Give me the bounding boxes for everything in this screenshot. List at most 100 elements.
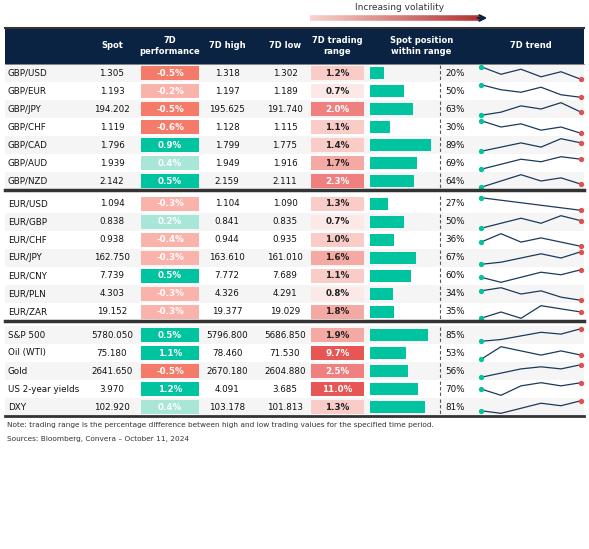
Text: 0.935: 0.935 xyxy=(273,236,297,244)
Text: 19.152: 19.152 xyxy=(97,307,127,317)
Text: 1.128: 1.128 xyxy=(214,122,239,132)
Text: 0.5%: 0.5% xyxy=(158,330,182,339)
Text: 0.4%: 0.4% xyxy=(158,159,182,167)
Text: 2.3%: 2.3% xyxy=(325,176,350,186)
Text: 35%: 35% xyxy=(445,307,465,317)
Text: 7D trend: 7D trend xyxy=(510,42,552,51)
FancyBboxPatch shape xyxy=(311,197,364,211)
Text: 89%: 89% xyxy=(445,141,465,149)
FancyBboxPatch shape xyxy=(141,328,199,342)
Text: 5796.800: 5796.800 xyxy=(206,330,248,339)
Text: 36%: 36% xyxy=(445,236,465,244)
Text: GBP/USD: GBP/USD xyxy=(8,69,48,77)
FancyBboxPatch shape xyxy=(5,362,584,380)
FancyBboxPatch shape xyxy=(5,344,584,362)
Text: GBP/NZD: GBP/NZD xyxy=(8,176,48,186)
FancyBboxPatch shape xyxy=(5,249,584,267)
Text: 7.689: 7.689 xyxy=(273,272,297,281)
FancyBboxPatch shape xyxy=(311,120,364,134)
FancyBboxPatch shape xyxy=(141,346,199,360)
FancyBboxPatch shape xyxy=(370,67,383,79)
Text: 0.8%: 0.8% xyxy=(326,289,349,299)
Text: 7D trading
range: 7D trading range xyxy=(312,36,363,55)
Text: -0.4%: -0.4% xyxy=(156,236,184,244)
Text: 0.2%: 0.2% xyxy=(158,217,182,227)
Text: 2.111: 2.111 xyxy=(273,176,297,186)
Text: 19.377: 19.377 xyxy=(212,307,242,317)
FancyBboxPatch shape xyxy=(311,287,364,301)
Text: 0.944: 0.944 xyxy=(214,236,239,244)
Text: EUR/CHF: EUR/CHF xyxy=(8,236,47,244)
Text: 3.685: 3.685 xyxy=(273,384,297,394)
Text: 1.1%: 1.1% xyxy=(158,349,182,357)
FancyBboxPatch shape xyxy=(141,84,199,98)
FancyBboxPatch shape xyxy=(370,270,411,282)
Text: 70%: 70% xyxy=(445,384,465,394)
Text: 27%: 27% xyxy=(445,199,465,209)
Text: GBP/CAD: GBP/CAD xyxy=(8,141,48,149)
FancyBboxPatch shape xyxy=(370,288,393,300)
Text: 34%: 34% xyxy=(445,289,465,299)
Text: 0.5%: 0.5% xyxy=(158,176,182,186)
Text: 2.5%: 2.5% xyxy=(325,367,350,376)
FancyBboxPatch shape xyxy=(5,28,584,64)
Text: 1.197: 1.197 xyxy=(214,87,239,96)
FancyBboxPatch shape xyxy=(5,195,584,213)
FancyBboxPatch shape xyxy=(5,398,584,416)
Text: 3.970: 3.970 xyxy=(100,384,124,394)
Text: 60%: 60% xyxy=(445,272,465,281)
FancyBboxPatch shape xyxy=(311,400,364,414)
Text: 71.530: 71.530 xyxy=(270,349,300,357)
FancyBboxPatch shape xyxy=(370,234,395,246)
Text: 7D low: 7D low xyxy=(269,42,301,51)
FancyBboxPatch shape xyxy=(311,364,364,378)
Text: 1.9%: 1.9% xyxy=(325,330,350,339)
Text: 1.8%: 1.8% xyxy=(325,307,350,317)
Text: 85%: 85% xyxy=(445,330,465,339)
Text: -0.6%: -0.6% xyxy=(156,122,184,132)
Text: 56%: 56% xyxy=(445,367,465,376)
Text: 1.4%: 1.4% xyxy=(325,141,350,149)
FancyBboxPatch shape xyxy=(311,305,364,319)
FancyBboxPatch shape xyxy=(141,305,199,319)
Text: S&P 500: S&P 500 xyxy=(8,330,45,339)
Text: 0.841: 0.841 xyxy=(214,217,240,227)
Text: 194.202: 194.202 xyxy=(94,104,130,114)
Text: 1.0%: 1.0% xyxy=(325,236,350,244)
FancyBboxPatch shape xyxy=(5,231,584,249)
Text: 78.460: 78.460 xyxy=(212,349,242,357)
Text: 19.029: 19.029 xyxy=(270,307,300,317)
Text: 20%: 20% xyxy=(445,69,465,77)
Text: -0.3%: -0.3% xyxy=(156,254,184,262)
FancyBboxPatch shape xyxy=(370,347,406,359)
Text: 1.193: 1.193 xyxy=(100,87,124,96)
Text: 63%: 63% xyxy=(445,104,465,114)
Text: 5686.850: 5686.850 xyxy=(264,330,306,339)
Text: 7D high: 7D high xyxy=(209,42,245,51)
Text: 1.3%: 1.3% xyxy=(325,402,350,412)
FancyBboxPatch shape xyxy=(370,198,388,210)
Text: EUR/USD: EUR/USD xyxy=(8,199,48,209)
FancyBboxPatch shape xyxy=(311,102,364,116)
Text: GBP/EUR: GBP/EUR xyxy=(8,87,47,96)
Text: 1.796: 1.796 xyxy=(100,141,124,149)
Text: 2641.650: 2641.650 xyxy=(91,367,133,376)
FancyBboxPatch shape xyxy=(5,100,584,118)
Text: 1.302: 1.302 xyxy=(273,69,297,77)
Text: 0.9%: 0.9% xyxy=(158,141,182,149)
Text: 0.938: 0.938 xyxy=(100,236,124,244)
FancyBboxPatch shape xyxy=(5,267,584,285)
Text: 1.1%: 1.1% xyxy=(325,272,350,281)
Text: 2670.180: 2670.180 xyxy=(206,367,248,376)
FancyBboxPatch shape xyxy=(311,251,364,265)
FancyBboxPatch shape xyxy=(370,85,404,97)
Text: -0.5%: -0.5% xyxy=(156,69,184,77)
FancyBboxPatch shape xyxy=(141,156,199,170)
FancyBboxPatch shape xyxy=(370,175,413,187)
Text: -0.5%: -0.5% xyxy=(156,104,184,114)
Text: -0.5%: -0.5% xyxy=(156,367,184,376)
FancyBboxPatch shape xyxy=(141,269,199,283)
Text: 1.939: 1.939 xyxy=(100,159,124,167)
Text: EUR/GBP: EUR/GBP xyxy=(8,217,47,227)
Text: 69%: 69% xyxy=(445,159,464,167)
